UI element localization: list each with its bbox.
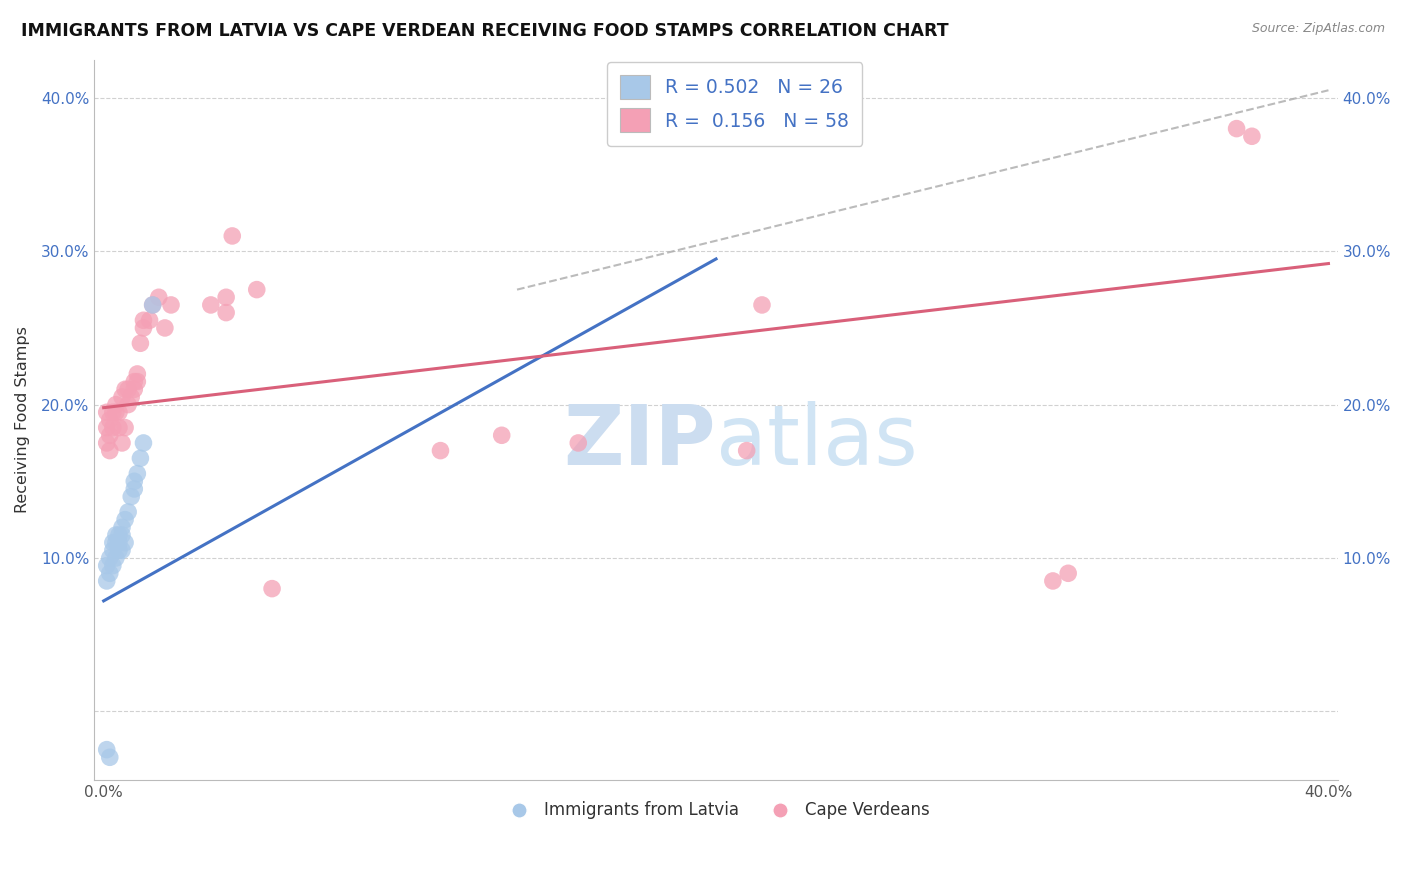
Text: Source: ZipAtlas.com: Source: ZipAtlas.com (1251, 22, 1385, 36)
Point (98, 750, 121, 764)
Point (215, 305, 238, 319)
Point (114, 382, 136, 396)
Point (108, 535, 131, 549)
Point (129, 336, 152, 351)
Point (108, 405, 131, 419)
Point (1240, 129, 1263, 144)
Point (108, 420, 131, 434)
Point (1042, 574, 1064, 588)
Point (111, 390, 134, 404)
Point (111, 528, 134, 542)
Point (132, 436, 155, 450)
Point (104, 528, 127, 542)
Point (120, 490, 142, 504)
Point (98, 428, 121, 442)
Point (108, 543, 131, 558)
Point (98, 566, 121, 581)
Point (142, 298, 165, 312)
Point (127, 467, 149, 481)
Point (132, 321, 155, 335)
Point (111, 543, 134, 558)
Point (491, 428, 513, 442)
Point (132, 313, 155, 327)
Text: IMMIGRANTS FROM LATVIA VS CAPE VERDEAN RECEIVING FOOD STAMPS CORRELATION CHART: IMMIGRANTS FROM LATVIA VS CAPE VERDEAN R… (21, 22, 949, 40)
Point (117, 398, 139, 412)
Point (160, 298, 183, 312)
Point (104, 398, 127, 412)
Point (142, 298, 165, 312)
Point (117, 382, 139, 396)
Point (153, 321, 176, 335)
Point (124, 475, 146, 489)
Point (138, 313, 160, 327)
Point (111, 436, 134, 450)
Point (120, 390, 142, 404)
Point (751, 298, 773, 312)
Point (104, 405, 127, 419)
Point (104, 551, 127, 566)
Point (246, 283, 269, 297)
Point (127, 367, 149, 381)
Point (101, 535, 124, 549)
Point (96, 742, 118, 756)
Point (98, 413, 121, 427)
Point (117, 505, 139, 519)
Point (127, 375, 149, 389)
Point (96, 558, 118, 573)
Point (148, 290, 170, 304)
Point (114, 535, 136, 549)
Point (567, 436, 589, 450)
Point (101, 405, 124, 419)
Point (108, 528, 131, 542)
Text: ZIP: ZIP (564, 401, 716, 482)
Point (111, 520, 134, 534)
Point (96, 405, 118, 419)
Point (215, 290, 238, 304)
Point (101, 558, 124, 573)
Point (200, 298, 222, 312)
Point (96, 436, 118, 450)
Point (101, 420, 124, 434)
Point (124, 382, 146, 396)
Y-axis label: Receiving Food Stamps: Receiving Food Stamps (15, 326, 30, 514)
Point (429, 443, 451, 458)
Point (735, 443, 758, 458)
Legend: Immigrants from Latvia, Cape Verdeans: Immigrants from Latvia, Cape Verdeans (495, 795, 936, 826)
Point (129, 451, 152, 466)
Point (96, 420, 118, 434)
Point (98, 443, 121, 458)
Text: atlas: atlas (716, 401, 918, 482)
Point (124, 482, 146, 496)
Point (262, 582, 284, 596)
Point (114, 513, 136, 527)
Point (114, 420, 136, 434)
Point (98, 551, 121, 566)
Point (96, 574, 118, 588)
Point (104, 535, 127, 549)
Point (124, 375, 146, 389)
Point (1057, 566, 1080, 581)
Point (1226, 121, 1249, 136)
Point (101, 543, 124, 558)
Point (221, 229, 243, 244)
